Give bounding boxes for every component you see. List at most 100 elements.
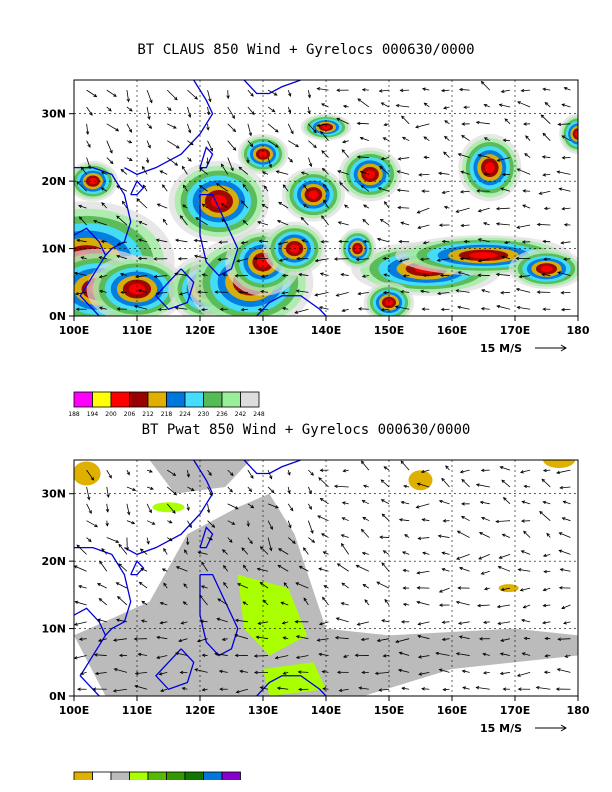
wind-vector-head	[137, 652, 142, 657]
vector-scale-arrowhead	[560, 344, 567, 352]
wind-vector	[561, 135, 571, 142]
wind-vector-head	[563, 621, 567, 625]
wind-vector-head	[402, 602, 407, 607]
wind-vector	[457, 306, 470, 310]
wind-vector	[194, 255, 208, 260]
wind-vector	[167, 140, 180, 149]
wind-vector	[301, 172, 309, 175]
wind-vector-head	[322, 687, 327, 691]
wind-vector	[74, 621, 87, 626]
wind-vector	[106, 89, 117, 97]
wind-vector-head	[93, 653, 98, 657]
wind-vector-head	[76, 544, 81, 549]
wind-vector	[95, 672, 107, 675]
wind-vector	[402, 551, 410, 555]
wind-vector-head	[196, 639, 201, 643]
wind-vector	[400, 222, 410, 226]
wind-vector-head	[556, 668, 561, 672]
wind-vector	[308, 537, 315, 543]
wind-vector-head	[321, 150, 325, 154]
wind-vector-head	[257, 621, 262, 625]
wind-vector	[384, 599, 390, 606]
wind-vector-head	[542, 468, 547, 473]
wind-vector-head	[401, 686, 406, 691]
wind-vector-head	[416, 600, 421, 605]
wind-vector-head	[321, 670, 326, 674]
coastline	[256, 675, 327, 696]
wind-vector	[176, 566, 188, 572]
wind-vector-head	[318, 567, 323, 571]
wind-vector	[183, 583, 188, 589]
wind-vector-head	[209, 537, 213, 541]
coastline	[74, 547, 132, 636]
wind-vector-head	[483, 137, 488, 141]
wind-vector-head	[320, 240, 325, 244]
wind-vector	[101, 171, 107, 175]
wind-vector-head	[229, 488, 233, 493]
wind-vector-head	[98, 275, 103, 279]
wind-vector	[522, 204, 531, 209]
wind-vector-head	[260, 290, 264, 294]
wind-vector-head	[556, 170, 561, 174]
wind-vector-head	[542, 603, 547, 608]
wind-vector-head	[483, 620, 487, 625]
wind-vector	[499, 104, 511, 108]
wind-vector-head	[257, 307, 262, 312]
wind-vector	[74, 565, 87, 572]
wind-vector	[523, 530, 531, 538]
wind-vector	[559, 532, 571, 538]
wind-vector-head	[542, 87, 547, 92]
wind-vector-head	[151, 521, 156, 525]
wind-vector-head	[439, 273, 444, 278]
wind-vector	[457, 530, 470, 538]
wind-vector-head	[283, 582, 288, 586]
x-tick-label: 120E	[185, 704, 215, 717]
wind-vector	[315, 292, 329, 296]
wind-vector	[207, 90, 211, 102]
wind-vector-head	[498, 103, 503, 107]
wind-vector	[219, 670, 228, 673]
wind-vector-head	[440, 307, 445, 312]
wind-vector	[126, 520, 135, 524]
wind-vector-head	[357, 98, 362, 102]
wind-vector	[520, 469, 531, 473]
wind-vector	[315, 258, 329, 262]
wind-vector-head	[200, 585, 205, 589]
wind-vector	[501, 256, 511, 260]
wind-vector-head	[481, 289, 485, 293]
wind-vector-head	[275, 170, 280, 174]
wind-vector-head	[475, 686, 480, 690]
wind-vector	[442, 190, 450, 194]
wind-vector	[525, 135, 531, 141]
wind-vector	[99, 275, 107, 278]
wind-vector-head	[162, 218, 167, 223]
wind-vector-head	[420, 469, 425, 474]
coastline	[74, 607, 107, 696]
wind-vector-head	[99, 560, 103, 565]
wind-vector	[564, 87, 571, 91]
wind-vector-head	[362, 484, 367, 488]
wind-vector	[362, 584, 370, 589]
coastline	[199, 573, 239, 657]
wind-vector-head	[78, 637, 83, 641]
wind-vector-head	[516, 168, 521, 172]
wind-vector-head	[147, 116, 151, 120]
y-tick-label: 20N	[41, 555, 66, 568]
wind-vector	[402, 136, 410, 142]
wind-vector-head	[517, 101, 521, 105]
wind-vector-head	[477, 273, 482, 277]
wind-vector	[458, 621, 470, 625]
wind-vector-head	[308, 506, 312, 510]
wind-vector	[183, 184, 188, 192]
wind-vector-head	[303, 547, 307, 551]
wind-vector	[517, 168, 531, 175]
x-tick-label: 180	[567, 324, 590, 337]
wind-vector	[308, 503, 312, 510]
wind-vector	[561, 103, 571, 108]
wind-vector-head	[318, 622, 323, 626]
wind-vector-head	[235, 690, 240, 694]
wind-vector	[503, 139, 510, 142]
wind-vector-head	[163, 547, 167, 552]
wind-vector	[524, 485, 531, 488]
wind-vector-head	[295, 143, 300, 148]
